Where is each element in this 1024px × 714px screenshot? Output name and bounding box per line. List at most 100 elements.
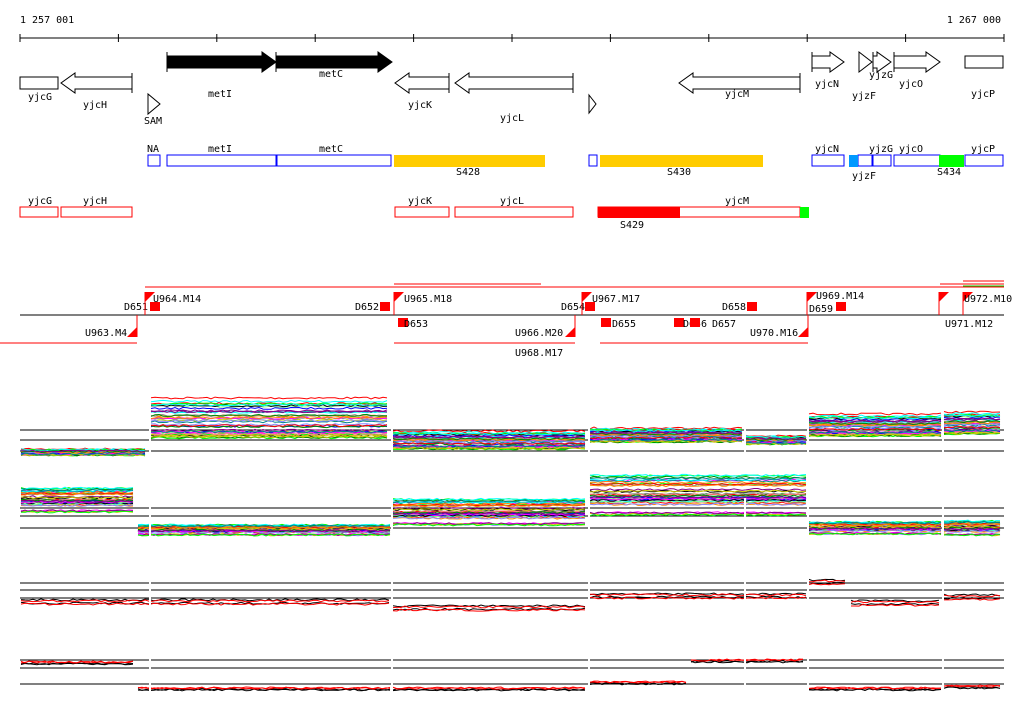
axis-start: 1 257 001 <box>20 15 74 26</box>
segment-S430 <box>600 155 763 167</box>
gene-label: yjcK <box>408 100 432 111</box>
gene-yjcL: yjcL <box>454 72 574 124</box>
signal-line <box>21 495 1001 533</box>
operon-fill <box>849 155 858 167</box>
operon-label: yjzF <box>852 171 876 182</box>
breakpoint-D659: D659 <box>809 302 846 315</box>
breakpoint-box <box>585 302 595 311</box>
signal-line <box>20 509 1001 536</box>
flag-icon <box>807 292 817 302</box>
gene-SAM: SAM <box>144 92 162 127</box>
operon-box <box>588 154 598 167</box>
signal-line <box>20 502 1001 534</box>
gene-arrow <box>893 51 941 73</box>
breakpoint-label: U965.M18 <box>404 294 452 305</box>
gene-yjcH: yjcH <box>60 72 133 111</box>
signal-line <box>20 429 1001 456</box>
flag-icon <box>582 292 592 302</box>
operon-label: metI <box>208 144 232 155</box>
operon-box <box>60 206 133 218</box>
breakpoint-box <box>601 318 611 327</box>
track-expression-plus-2 <box>20 573 1004 612</box>
segment-label: S429 <box>620 220 644 231</box>
signal-line <box>20 660 1001 691</box>
gene-label: metI <box>208 89 232 100</box>
breakpoint-U967.M17: U967.M17 <box>581 292 640 315</box>
gene-label: yjcH <box>83 100 107 111</box>
gene-arrow <box>166 51 277 73</box>
gene-box <box>19 76 59 90</box>
gene-label: yjcP <box>971 89 995 100</box>
signal-line <box>20 476 1000 528</box>
operon-label: yjcP <box>971 144 995 155</box>
operon-label: yjcL <box>500 196 524 207</box>
operon-box <box>166 154 277 167</box>
gene-arrow <box>394 72 450 94</box>
breakpoint-label: D652 <box>355 302 379 313</box>
breakpoint-U971.M12: U971.M12 <box>938 292 993 330</box>
operon-label: yjcH <box>83 196 107 207</box>
operon-box <box>276 154 392 167</box>
operon-label: yjcK <box>408 196 432 207</box>
coordinate-axis: 1 257 001 1 267 000 <box>19 15 1005 42</box>
breakpoint-U969.M14: U969.M14 <box>806 291 864 315</box>
signal-line <box>20 410 1001 453</box>
operon-label: yjzG <box>869 144 893 155</box>
breakpoint-label: U963.M4 <box>85 328 127 339</box>
breakpoint-D652: D652 <box>355 302 390 313</box>
breakpoint-U966.M20: U966.M20 <box>515 315 576 339</box>
signal-line <box>20 413 1001 454</box>
flag-icon <box>798 327 808 337</box>
gene-yjzG: yjzG <box>869 51 893 81</box>
breakpoint-U963.M4: U963.M4 <box>85 315 138 339</box>
gene-label: SAM <box>144 116 162 127</box>
operon-label: metC <box>319 144 343 155</box>
operon-label: NA <box>147 144 159 155</box>
breakpoint-D653: D653 <box>398 318 428 330</box>
breakpoint-label: U972.M10 <box>964 294 1012 305</box>
track-expression-plus-1 <box>20 396 1004 461</box>
gene-label: yjcL <box>500 113 524 124</box>
gene-arrow <box>454 72 574 94</box>
axis-ticks <box>19 34 1005 42</box>
breakpoint-D655: D655 <box>601 318 636 330</box>
breakpoint-label: U969.M14 <box>816 291 864 302</box>
breakpoint-label: U968.M17 <box>515 348 563 359</box>
breakpoint-label: D657 <box>712 319 736 330</box>
gene-yjcK: yjcK <box>394 72 450 111</box>
segmentation-track: D651 U964.M14 U963.M4 D652 U965.M18 D653 D654 U… <box>0 280 1012 359</box>
operon-box <box>964 154 1004 167</box>
breakpoint-label: U970.M16 <box>750 328 798 339</box>
gene-arrow <box>678 72 801 94</box>
gene-arrow <box>858 50 873 74</box>
gene-track: yjcG yjcH metI metC SAM yjcK yjcL yjcM yjcN yjzF y… <box>19 50 1004 127</box>
breakpoint-D658: D658 <box>722 302 757 313</box>
gene-arrow <box>60 72 133 94</box>
gene-label: yjzG <box>869 70 893 81</box>
breakpoint-label: U971.M12 <box>945 319 993 330</box>
breakpoint-box <box>380 302 390 311</box>
signal-tracks <box>20 396 1004 694</box>
gene-yjcG: yjcG <box>19 76 59 103</box>
flag-icon <box>127 327 137 337</box>
signal-line <box>21 510 1000 537</box>
breakpoint-D657: D657 <box>690 318 736 330</box>
segment-label: S428 <box>456 167 480 178</box>
signal-line <box>21 403 1001 452</box>
gene-yjcM: yjcM <box>678 72 801 100</box>
segment-label: S434 <box>937 167 961 178</box>
segment-label: S430 <box>667 167 691 178</box>
breakpoint-U965.M18: U965.M18 <box>393 292 452 315</box>
breakpoint-label: D651 <box>124 302 148 313</box>
breakpoint-U970.M16: U970.M16 <box>750 315 809 339</box>
operon-minus-track: yjcG yjcH yjcK yjcL yjcM S429 <box>19 196 809 231</box>
gene-arrow <box>275 51 393 73</box>
gene-arrow <box>811 51 845 73</box>
breakpoint-label: D655 <box>612 319 636 330</box>
signal-line <box>20 482 1001 529</box>
breakpoint-label: D659 <box>809 304 833 315</box>
operon-box <box>147 154 161 167</box>
breakpoint-box <box>836 302 846 311</box>
signal-line <box>20 581 1001 611</box>
